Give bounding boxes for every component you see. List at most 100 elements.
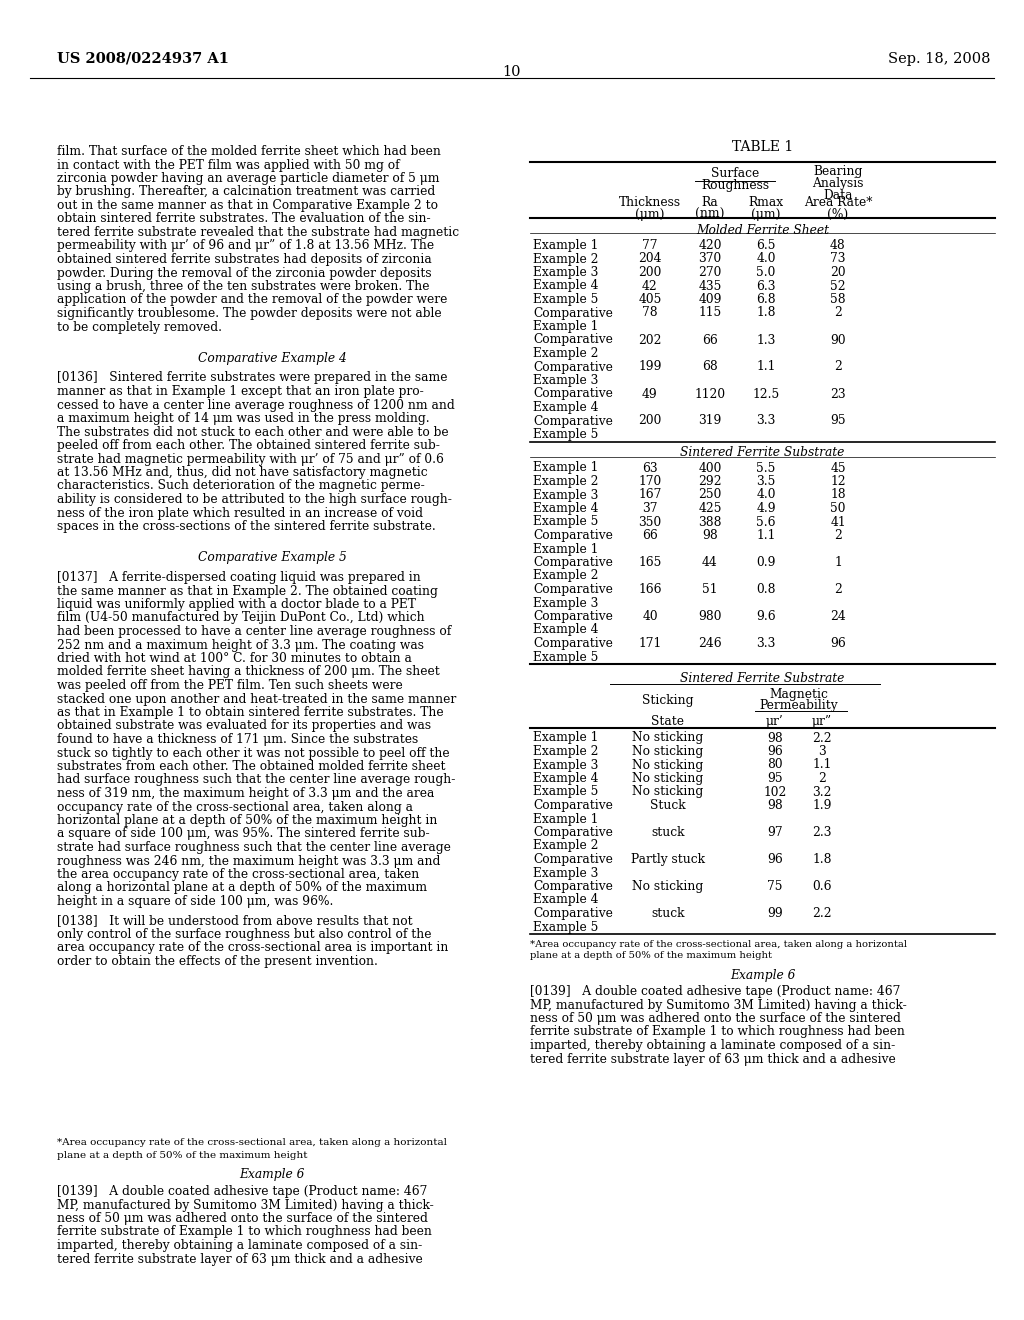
- Text: 3.2: 3.2: [812, 785, 831, 799]
- Text: 98: 98: [767, 731, 783, 744]
- Text: 420: 420: [698, 239, 722, 252]
- Text: Comparative: Comparative: [534, 610, 613, 623]
- Text: Example 1: Example 1: [534, 239, 598, 252]
- Text: 425: 425: [698, 502, 722, 515]
- Text: Example 1: Example 1: [534, 319, 598, 333]
- Text: 370: 370: [698, 252, 722, 265]
- Text: 99: 99: [767, 907, 783, 920]
- Text: found to have a thickness of 171 μm. Since the substrates: found to have a thickness of 171 μm. Sin…: [57, 733, 418, 746]
- Text: [0136]   Sintered ferrite substrates were prepared in the same: [0136] Sintered ferrite substrates were …: [57, 371, 447, 384]
- Text: 78: 78: [642, 306, 657, 319]
- Text: 252 nm and a maximum height of 3.3 μm. The coating was: 252 nm and a maximum height of 3.3 μm. T…: [57, 639, 424, 652]
- Text: a square of side 100 μm, was 95%. The sintered ferrite sub-: a square of side 100 μm, was 95%. The si…: [57, 828, 430, 841]
- Text: molded ferrite sheet having a thickness of 200 μm. The sheet: molded ferrite sheet having a thickness …: [57, 665, 439, 678]
- Text: 202: 202: [638, 334, 662, 346]
- Text: roughness was 246 nm, the maximum height was 3.3 μm and: roughness was 246 nm, the maximum height…: [57, 854, 440, 867]
- Text: had been processed to have a center line average roughness of: had been processed to have a center line…: [57, 624, 452, 638]
- Text: [0139]   A double coated adhesive tape (Product name: 467: [0139] A double coated adhesive tape (Pr…: [57, 1185, 427, 1199]
- Text: Sintered Ferrite Substrate: Sintered Ferrite Substrate: [680, 446, 845, 459]
- Text: 66: 66: [642, 529, 657, 543]
- Text: Example 4: Example 4: [534, 280, 598, 293]
- Text: Comparative: Comparative: [534, 853, 613, 866]
- Text: 246: 246: [698, 638, 722, 649]
- Text: 98: 98: [767, 799, 783, 812]
- Text: 63: 63: [642, 462, 657, 474]
- Text: No sticking: No sticking: [633, 744, 703, 758]
- Text: only control of the surface roughness but also control of the: only control of the surface roughness bu…: [57, 928, 431, 941]
- Text: ferrite substrate of Example 1 to which roughness had been: ferrite substrate of Example 1 to which …: [57, 1225, 432, 1238]
- Text: Comparative: Comparative: [534, 799, 613, 812]
- Text: TABLE 1: TABLE 1: [732, 140, 794, 154]
- Text: Roughness: Roughness: [701, 180, 769, 191]
- Text: Example 3: Example 3: [534, 866, 598, 879]
- Text: to be completely removed.: to be completely removed.: [57, 321, 222, 334]
- Text: 200: 200: [638, 414, 662, 428]
- Text: 5.5: 5.5: [757, 462, 776, 474]
- Text: 167: 167: [638, 488, 662, 502]
- Text: 95: 95: [830, 414, 846, 428]
- Text: Data: Data: [823, 189, 853, 202]
- Text: Comparative: Comparative: [534, 880, 613, 894]
- Text: Example 1: Example 1: [534, 813, 598, 825]
- Text: Comparative: Comparative: [534, 388, 613, 400]
- Text: occupancy rate of the cross-sectional area, taken along a: occupancy rate of the cross-sectional ar…: [57, 800, 413, 813]
- Text: 3.3: 3.3: [757, 638, 776, 649]
- Text: Example 2: Example 2: [534, 252, 598, 265]
- Text: film. That surface of the molded ferrite sheet which had been: film. That surface of the molded ferrite…: [57, 145, 441, 158]
- Text: *Area occupancy rate of the cross-sectional area, taken along a horizontal: *Area occupancy rate of the cross-sectio…: [530, 940, 907, 949]
- Text: 2: 2: [818, 772, 826, 785]
- Text: Example 5: Example 5: [534, 516, 598, 528]
- Text: Comparative: Comparative: [534, 907, 613, 920]
- Text: 166: 166: [638, 583, 662, 597]
- Text: stuck: stuck: [651, 826, 685, 840]
- Text: μr’: μr’: [766, 715, 784, 729]
- Text: Comparative Example 5: Comparative Example 5: [198, 552, 346, 565]
- Text: Example 4: Example 4: [534, 502, 598, 515]
- Text: 3.5: 3.5: [757, 475, 776, 488]
- Text: 980: 980: [698, 610, 722, 623]
- Text: Bearing: Bearing: [813, 165, 862, 178]
- Text: [0138]   It will be understood from above results that not: [0138] It will be understood from above …: [57, 915, 413, 928]
- Text: substrates from each other. The obtained molded ferrite sheet: substrates from each other. The obtained…: [57, 760, 445, 774]
- Text: 4.9: 4.9: [756, 502, 776, 515]
- Text: Example 3: Example 3: [534, 759, 598, 771]
- Text: Comparative: Comparative: [534, 638, 613, 649]
- Text: [0137]   A ferrite-dispersed coating liquid was prepared in: [0137] A ferrite-dispersed coating liqui…: [57, 572, 421, 583]
- Text: 115: 115: [698, 306, 722, 319]
- Text: 95: 95: [767, 772, 782, 785]
- Text: Sticking: Sticking: [642, 694, 693, 708]
- Text: 0.6: 0.6: [812, 880, 831, 894]
- Text: 1.9: 1.9: [812, 799, 831, 812]
- Text: 58: 58: [830, 293, 846, 306]
- Text: application of the powder and the removal of the powder were: application of the powder and the remova…: [57, 293, 447, 306]
- Text: 2: 2: [835, 306, 842, 319]
- Text: Sintered Ferrite Substrate: Sintered Ferrite Substrate: [680, 672, 845, 685]
- Text: cessed to have a center line average roughness of 1200 nm and: cessed to have a center line average rou…: [57, 399, 455, 412]
- Text: Molded Ferrite Sheet: Molded Ferrite Sheet: [696, 224, 829, 238]
- Text: ness of 319 nm, the maximum height of 3.3 μm and the area: ness of 319 nm, the maximum height of 3.…: [57, 787, 434, 800]
- Text: 75: 75: [767, 880, 782, 894]
- Text: Example 3: Example 3: [534, 267, 598, 279]
- Text: had surface roughness such that the center line average rough-: had surface roughness such that the cent…: [57, 774, 456, 787]
- Text: 90: 90: [830, 334, 846, 346]
- Text: Magnetic: Magnetic: [769, 688, 828, 701]
- Text: 5.0: 5.0: [757, 267, 776, 279]
- Text: Rmax: Rmax: [749, 195, 783, 209]
- Text: 12: 12: [830, 475, 846, 488]
- Text: characteristics. Such deterioration of the magnetic perme-: characteristics. Such deterioration of t…: [57, 479, 425, 492]
- Text: No sticking: No sticking: [633, 880, 703, 894]
- Text: 1.8: 1.8: [812, 853, 831, 866]
- Text: ness of 50 μm was adhered onto the surface of the sintered: ness of 50 μm was adhered onto the surfa…: [57, 1212, 428, 1225]
- Text: Example 3: Example 3: [534, 374, 598, 387]
- Text: the same manner as that in Example 2. The obtained coating: the same manner as that in Example 2. Th…: [57, 585, 438, 598]
- Text: obtained sintered ferrite substrates had deposits of zirconia: obtained sintered ferrite substrates had…: [57, 253, 432, 267]
- Text: (μm): (μm): [635, 209, 665, 220]
- Text: Comparative: Comparative: [534, 334, 613, 346]
- Text: Example 6: Example 6: [240, 1168, 305, 1181]
- Text: Area Rate*: Area Rate*: [804, 195, 872, 209]
- Text: Example 1: Example 1: [534, 462, 598, 474]
- Text: Example 5: Example 5: [534, 293, 598, 306]
- Text: 68: 68: [702, 360, 718, 374]
- Text: Example 1: Example 1: [534, 731, 598, 744]
- Text: area occupancy rate of the cross-sectional area is important in: area occupancy rate of the cross-section…: [57, 941, 449, 954]
